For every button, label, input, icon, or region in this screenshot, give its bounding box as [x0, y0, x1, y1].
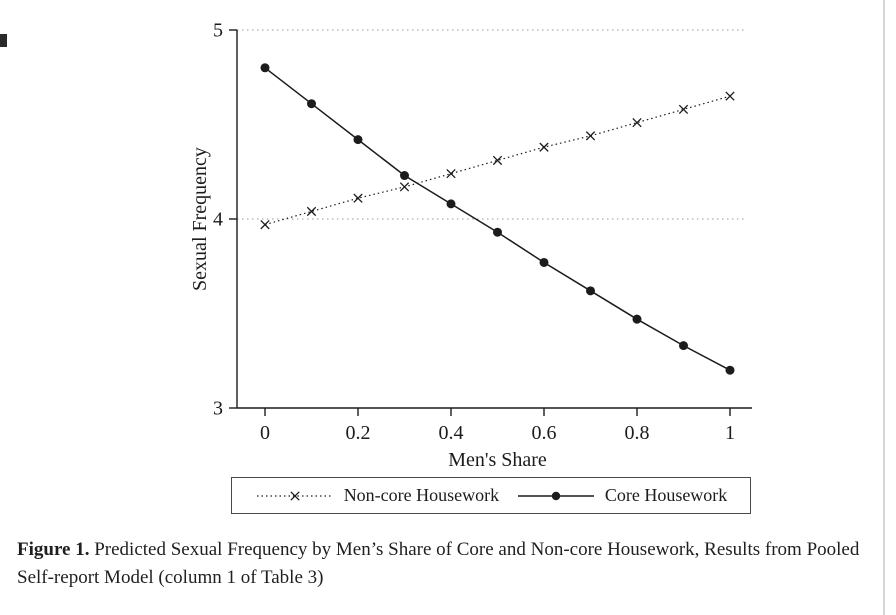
legend-item-core-housework: Core Housework	[516, 485, 727, 506]
figure-caption-text: Predicted Sexual Frequency by Men’s Shar…	[17, 539, 860, 588]
svg-text:0.4: 0.4	[439, 422, 464, 444]
chart-legend: Non-core Housework Core Housework	[231, 477, 751, 514]
figure-caption: Figure 1. Predicted Sexual Frequency by …	[17, 536, 880, 591]
svg-text:1: 1	[725, 422, 735, 444]
svg-text:Sexual Frequency: Sexual Frequency	[189, 147, 211, 291]
svg-text:0: 0	[260, 422, 270, 444]
core-housework-line-icon	[517, 491, 594, 500]
svg-text:Men's Share: Men's Share	[448, 449, 547, 468]
page-edge-line	[883, 0, 885, 615]
predicted-sexual-frequency-chart: 3 4 5 0 0.2 0.4 0.6 0.8 1 Men's Share Sexual Frequ…	[189, 20, 752, 468]
legend-label-noncore: Non-core Housework	[343, 485, 500, 505]
scan-artifact-mark	[0, 34, 7, 47]
legend-item-noncore-housework: Non-core Housework	[255, 485, 499, 506]
legend-label-core: Core Housework	[604, 485, 728, 505]
svg-text:3: 3	[213, 398, 223, 420]
svg-text:0.6: 0.6	[532, 422, 557, 444]
svg-text:4: 4	[213, 209, 223, 231]
svg-text:0.2: 0.2	[346, 422, 371, 444]
svg-text:5: 5	[213, 20, 223, 42]
svg-text:0.8: 0.8	[625, 422, 650, 444]
figure-caption-label: Figure 1.	[17, 539, 90, 560]
noncore-housework-line-icon	[256, 490, 333, 501]
